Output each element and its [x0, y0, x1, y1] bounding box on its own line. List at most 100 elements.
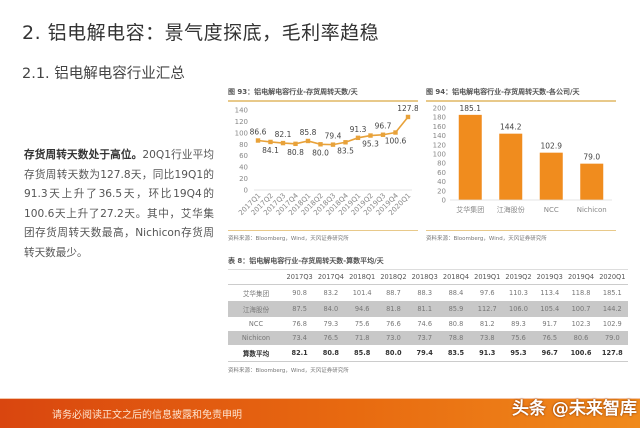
table-8-title: 表 8：铝电解电容行业-存货周转天数-算数平均/天 — [228, 256, 628, 270]
table-cell: 76.5 — [534, 331, 566, 345]
table-header-row: 2017Q3 2017Q4 2018Q1 2018Q2 2018Q3 2018Q4 2019… — [228, 270, 628, 285]
data-label: 82.1 — [275, 130, 292, 139]
table-cell: 100.7 — [565, 301, 597, 317]
y-tick-label: 120 — [235, 118, 248, 126]
table-cell: 102.3 — [571, 320, 591, 328]
figure-94-title: 图 94：铝电解电容行业-存货周转天数-各公司/天 — [426, 87, 616, 102]
table-cell: 88.7 — [386, 289, 401, 297]
turnover-table: 2017Q3 2017Q4 2018Q1 2018Q2 2018Q3 2018Q4 2019… — [228, 270, 628, 362]
bar-value-label: 185.1 — [460, 104, 482, 113]
table-cell: 73.0 — [377, 331, 410, 345]
data-label: 84.1 — [262, 146, 279, 155]
y-tick-label: 20 — [239, 175, 248, 183]
column-header: 2017Q3 — [284, 270, 316, 285]
column-header: 2018Q3 — [409, 270, 441, 285]
table-cell: 88.4 — [448, 289, 464, 297]
table-cell: 83.2 — [323, 289, 339, 297]
bar — [499, 133, 523, 200]
y-tick-label: 40 — [239, 164, 248, 172]
table-8: 表 8：铝电解电容行业-存货周转天数-算数平均/天 2017Q3 2017Q4 20… — [228, 256, 628, 374]
bar-value-label: 79.0 — [583, 153, 600, 162]
y-tick-label: 20 — [437, 187, 446, 195]
table-row: 算数平均 82.1 80.8 85.8 80.0 79.4 83.5 91.3 95.3 96.7… — [228, 345, 628, 362]
footer-bar: 请务必阅读正文之后的信息披露和免责申明 — [0, 398, 640, 428]
table-cell: 76.5 — [315, 331, 347, 345]
table-cell: 80.8 — [315, 345, 347, 362]
table-cell: 81.8 — [377, 301, 410, 317]
column-header — [228, 270, 284, 285]
table-cell: 97.6 — [479, 289, 495, 297]
table-cell: 144.2 — [596, 301, 628, 317]
y-tick-label: 60 — [437, 169, 446, 177]
table-cell: 85.8 — [346, 345, 378, 362]
table-cell: 80.8 — [448, 320, 464, 328]
data-label: 83.5 — [337, 146, 354, 155]
data-label: 85.8 — [300, 128, 317, 137]
y-tick-label: 140 — [235, 107, 248, 115]
table-cell: 74.6 — [417, 320, 433, 328]
y-tick-label: 0 — [442, 197, 446, 205]
table-cell: 73.4 — [284, 331, 316, 345]
table-row: 江海股份 87.5 84.0 94.6 81.8 81.1 85.9 112.7 106.0 10… — [228, 301, 628, 317]
paragraph-lead: 存货周转天数处于高位。 — [24, 149, 143, 161]
table-cell: 79.4 — [409, 345, 441, 362]
data-point — [380, 132, 386, 137]
bar-value-label: 102.9 — [541, 142, 563, 151]
figure-93-source: 资料来源：Bloomberg，Wind，天风证券研究所 — [228, 230, 418, 242]
data-label: 100.6 — [385, 137, 407, 146]
data-point — [355, 135, 361, 141]
data-label: 91.3 — [350, 125, 367, 134]
y-tick-label: 100 — [235, 129, 248, 137]
table-cell: 106.0 — [502, 301, 535, 317]
table-cell: 110.3 — [509, 289, 528, 297]
table-cell: 81.2 — [479, 320, 495, 328]
row-label: 艾华集团 — [242, 290, 270, 298]
data-point — [393, 130, 398, 135]
y-tick-label: 60 — [239, 152, 248, 160]
footer-disclaimer: 请务必阅读正文之后的信息披露和免责申明 — [52, 410, 242, 421]
table-cell: 73.8 — [471, 331, 503, 345]
column-header: 2019Q4 — [565, 270, 597, 285]
data-point — [268, 139, 273, 145]
table-cell: 118.8 — [571, 289, 591, 297]
column-header: 2019Q3 — [534, 270, 566, 285]
data-label: 79.4 — [325, 132, 342, 141]
row-label: NCC — [248, 320, 264, 328]
y-tick-label: 200 — [433, 105, 446, 113]
column-header: 2017Q4 — [315, 270, 347, 285]
subsection-heading: 2.1. 铝电解电容行业汇总 — [22, 66, 185, 82]
data-point — [330, 142, 336, 147]
table-cell: 127.8 — [596, 345, 628, 362]
data-point — [305, 138, 311, 144]
table-cell: 101.4 — [352, 289, 372, 297]
column-header: 2018Q1 — [346, 270, 378, 285]
data-point — [293, 141, 298, 147]
x-category-label: Nichicon — [577, 206, 607, 214]
data-label: 95.3 — [362, 140, 379, 149]
table-cell: 80.0 — [377, 345, 410, 362]
table-cell: 96.7 — [534, 345, 566, 362]
figure-93-title: 图 93：铝电解电容行业-存货周转天数/天 — [228, 87, 418, 102]
table-cell: 75.6 — [354, 320, 370, 328]
table-cell: 102.9 — [602, 320, 622, 328]
data-label: 127.8 — [397, 104, 418, 113]
column-header: 2019Q2 — [502, 270, 535, 285]
table-cell: 112.7 — [471, 301, 503, 317]
x-category-label: NCC — [544, 206, 559, 214]
data-point — [343, 140, 348, 145]
table-cell: 76.8 — [292, 320, 307, 328]
table-cell: 88.3 — [417, 289, 433, 297]
figure-93: 图 93：铝电解电容行业-存货周转天数/天 0 20 40 60 80 100 120 140… — [228, 87, 419, 242]
line-chart: 02040608010012014086.62017Q184.12017Q282… — [235, 104, 419, 217]
table-cell: 82.1 — [284, 345, 316, 362]
column-header: 2018Q2 — [377, 270, 410, 285]
data-point — [318, 142, 323, 147]
table-cell: 84.0 — [315, 301, 347, 317]
table-cell: 83.5 — [440, 345, 472, 362]
table-cell: 79.3 — [323, 320, 339, 328]
data-point — [280, 140, 286, 146]
table-cell: 95.3 — [502, 345, 535, 362]
row-label: Nichicon — [228, 331, 284, 345]
y-tick-label: 100 — [433, 151, 446, 159]
data-point — [368, 133, 373, 138]
